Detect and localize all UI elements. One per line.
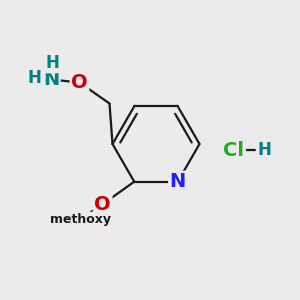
Text: N: N <box>43 70 59 89</box>
Text: H: H <box>28 69 41 87</box>
Text: methoxy: methoxy <box>50 213 111 226</box>
Text: O: O <box>71 73 88 92</box>
Text: H: H <box>46 54 59 72</box>
Text: H: H <box>257 141 271 159</box>
Text: N: N <box>169 172 186 191</box>
Text: O: O <box>94 195 111 214</box>
Text: Cl: Cl <box>224 140 244 160</box>
